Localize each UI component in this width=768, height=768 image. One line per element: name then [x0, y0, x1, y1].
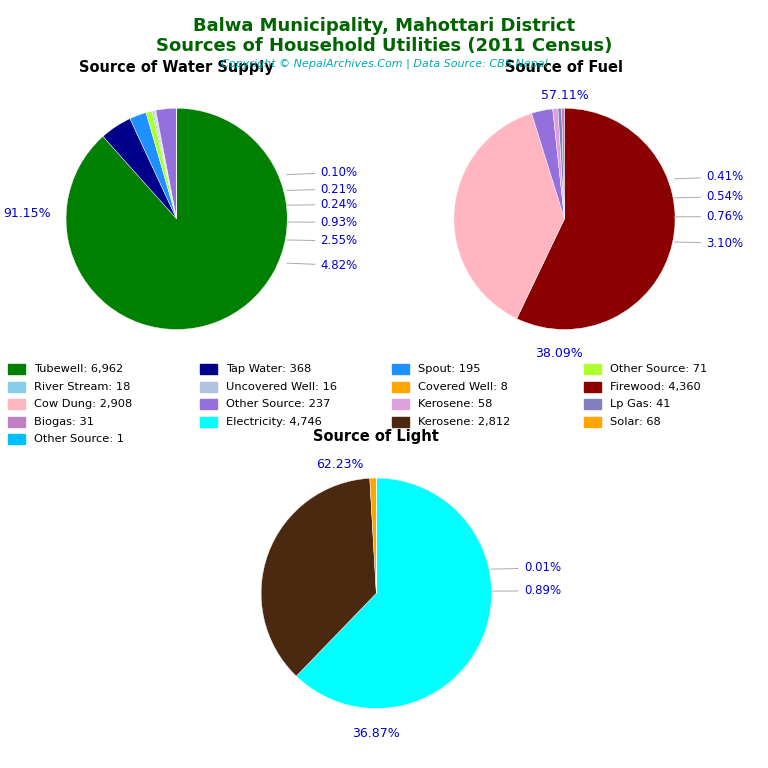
- Title: Source of Fuel: Source of Fuel: [505, 61, 624, 75]
- Text: Other Source: 1: Other Source: 1: [34, 434, 124, 444]
- Text: Biogas: 31: Biogas: 31: [34, 416, 94, 427]
- Bar: [392, 416, 409, 427]
- Text: 62.23%: 62.23%: [316, 458, 363, 471]
- Text: Electricity: 4,746: Electricity: 4,746: [226, 416, 322, 427]
- Title: Source of Light: Source of Light: [313, 429, 439, 444]
- Title: Source of Water Supply: Source of Water Supply: [79, 61, 274, 75]
- Text: 2.55%: 2.55%: [286, 234, 358, 247]
- Text: Other Source: 71: Other Source: 71: [610, 364, 707, 374]
- Text: 0.93%: 0.93%: [286, 216, 358, 229]
- Bar: [392, 399, 409, 409]
- Text: 57.11%: 57.11%: [541, 88, 588, 101]
- Bar: [392, 364, 409, 374]
- Text: Balwa Municipality, Mahottari District: Balwa Municipality, Mahottari District: [193, 17, 575, 35]
- Bar: [584, 399, 601, 409]
- Wedge shape: [155, 111, 177, 219]
- Text: 91.15%: 91.15%: [4, 207, 51, 220]
- Bar: [392, 382, 409, 392]
- Text: 36.87%: 36.87%: [353, 727, 400, 740]
- Bar: [8, 416, 25, 427]
- Text: River Stream: 18: River Stream: 18: [34, 382, 130, 392]
- Text: Cow Dung: 2,908: Cow Dung: 2,908: [34, 399, 132, 409]
- Text: Tap Water: 368: Tap Water: 368: [226, 364, 311, 374]
- Wedge shape: [561, 108, 564, 219]
- Wedge shape: [130, 113, 177, 219]
- Text: 0.10%: 0.10%: [286, 166, 358, 179]
- Text: Sources of Household Utilities (2011 Census): Sources of Household Utilities (2011 Cen…: [156, 37, 612, 55]
- Text: 0.01%: 0.01%: [491, 561, 561, 574]
- Text: Covered Well: 8: Covered Well: 8: [418, 382, 508, 392]
- Wedge shape: [553, 108, 564, 219]
- Bar: [200, 382, 217, 392]
- Wedge shape: [531, 109, 564, 219]
- Text: 0.24%: 0.24%: [286, 198, 358, 211]
- Text: Spout: 195: Spout: 195: [418, 364, 480, 374]
- Text: Tubewell: 6,962: Tubewell: 6,962: [34, 364, 123, 374]
- Text: 0.76%: 0.76%: [674, 210, 743, 223]
- Bar: [8, 434, 25, 444]
- Bar: [584, 382, 601, 392]
- Text: 4.82%: 4.82%: [286, 259, 358, 272]
- Bar: [200, 416, 217, 427]
- Text: 3.10%: 3.10%: [674, 237, 743, 250]
- Wedge shape: [152, 111, 177, 219]
- Bar: [200, 364, 217, 374]
- Wedge shape: [296, 478, 492, 708]
- Bar: [8, 364, 25, 374]
- Text: Kerosene: 58: Kerosene: 58: [418, 399, 492, 409]
- Wedge shape: [261, 478, 376, 676]
- Bar: [8, 382, 25, 392]
- Bar: [584, 416, 601, 427]
- Bar: [200, 399, 217, 409]
- Text: Firewood: 4,360: Firewood: 4,360: [610, 382, 700, 392]
- Text: Other Source: 237: Other Source: 237: [226, 399, 330, 409]
- Text: 38.09%: 38.09%: [535, 347, 583, 360]
- Wedge shape: [103, 118, 177, 219]
- Wedge shape: [517, 108, 675, 329]
- Bar: [584, 364, 601, 374]
- Text: Lp Gas: 41: Lp Gas: 41: [610, 399, 670, 409]
- Text: Copyright © NepalArchives.Com | Data Source: CBS Nepal: Copyright © NepalArchives.Com | Data Sou…: [220, 58, 548, 69]
- Text: 0.54%: 0.54%: [674, 190, 743, 204]
- Wedge shape: [154, 111, 177, 219]
- Text: Kerosene: 2,812: Kerosene: 2,812: [418, 416, 510, 427]
- Text: 0.89%: 0.89%: [491, 584, 561, 598]
- Wedge shape: [369, 478, 376, 593]
- Text: 0.21%: 0.21%: [286, 183, 358, 196]
- Text: Solar: 68: Solar: 68: [610, 416, 660, 427]
- Wedge shape: [66, 108, 287, 329]
- Text: Uncovered Well: 16: Uncovered Well: 16: [226, 382, 337, 392]
- Bar: [8, 399, 25, 409]
- Wedge shape: [454, 114, 564, 319]
- Wedge shape: [156, 108, 177, 219]
- Wedge shape: [146, 111, 177, 219]
- Text: 0.41%: 0.41%: [674, 170, 743, 184]
- Wedge shape: [558, 108, 564, 219]
